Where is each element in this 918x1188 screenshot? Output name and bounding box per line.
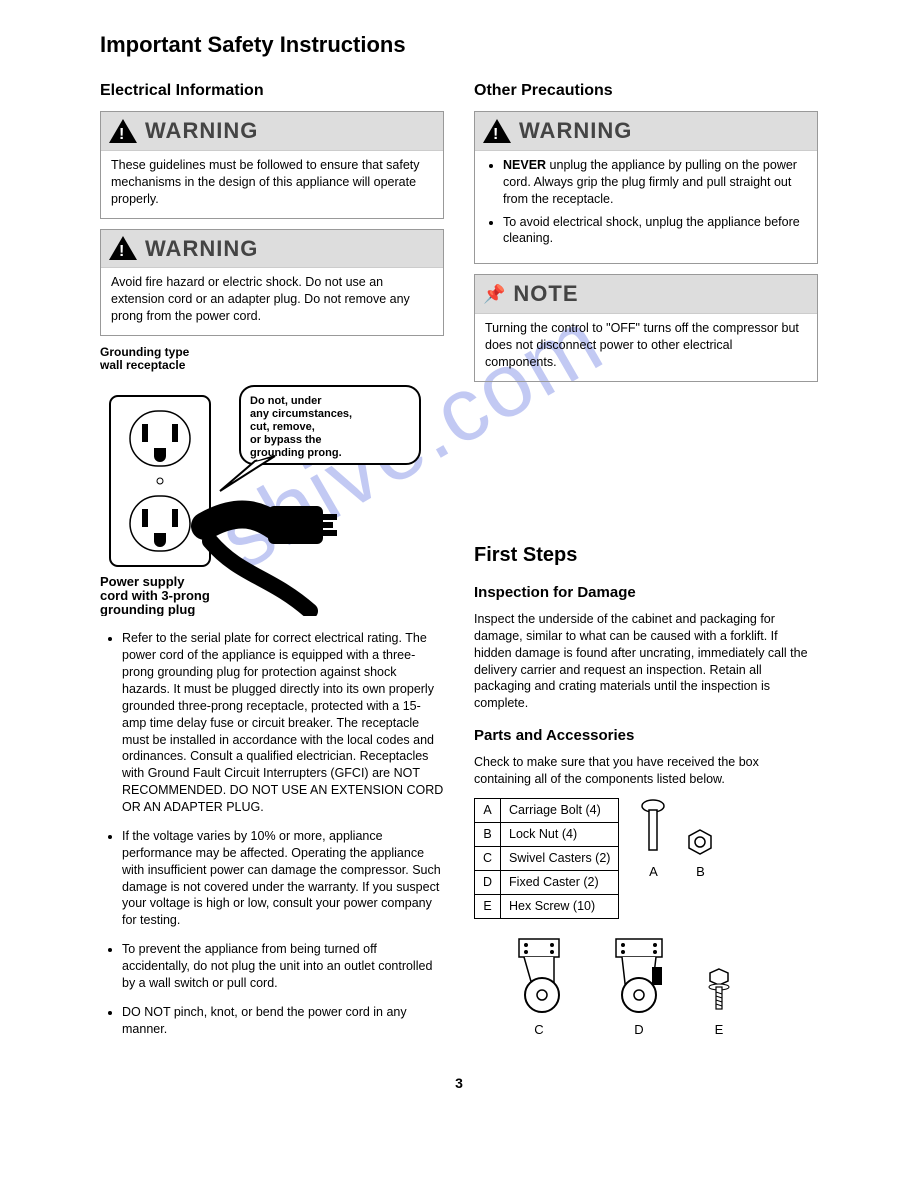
part-icon-c: C [504,937,574,1039]
note-body: Turning the control to "OFF" turns off t… [475,314,817,381]
warning-item: NEVER unplug the appliance by pulling on… [503,157,807,208]
warning-header-1: WARNING [101,112,443,151]
warning-title-3: WARNING [519,116,632,146]
first-steps-heading: First Steps [474,542,818,569]
hex-screw-icon [704,967,734,1017]
left-column: Electrical Information WARNING These gui… [100,80,444,1050]
warning-body-2: Avoid fire hazard or electric shock. Do … [101,268,443,335]
electrical-info-heading: Electrical Information [100,80,444,102]
diagram-label-top: Grounding type wall receptacle [100,346,444,372]
table-cell-desc: Carriage Bolt (4) [501,799,619,823]
part-icon-d: D [604,937,674,1039]
parts-table: ACarriage Bolt (4)BLock Nut (4)CSwivel C… [474,798,619,918]
part-icon-b: B [685,828,715,880]
part-label: D [604,1021,674,1039]
two-column-layout: Electrical Information WARNING These gui… [100,80,818,1050]
warning-triangle-icon [109,236,137,260]
outlet-plug-svg: Do not, under any circumstances, cut, re… [100,376,430,616]
table-cell-letter: C [475,846,501,870]
other-precautions-heading: Other Precautions [474,80,818,102]
note-header: 📌 NOTE [475,275,817,314]
table-cell-letter: B [475,823,501,847]
bullet-item: If the voltage varies by 10% or more, ap… [122,828,444,929]
table-cell-desc: Fixed Caster (2) [501,870,619,894]
warning-title-1: WARNING [145,116,258,146]
parts-icons-bottom: C D [474,937,818,1039]
inspection-body: Inspect the underside of the cabinet and… [474,611,818,712]
note-box: 📌 NOTE Turning the control to "OFF" turn… [474,274,818,381]
table-row: DFixed Caster (2) [475,870,619,894]
bullet-item: Refer to the serial plate for correct el… [122,630,444,816]
warning-box-1: WARNING These guidelines must be followe… [100,111,444,218]
grounding-diagram: Grounding type wall receptacle [100,346,444,616]
table-row: ACarriage Bolt (4) [475,799,619,823]
right-column: Other Precautions WARNING NEVER unplug t… [474,80,818,1050]
part-label: E [704,1021,734,1039]
pushpin-icon: 📌 [483,282,505,306]
parts-intro: Check to make sure that you have receive… [474,754,818,788]
part-label: C [504,1021,574,1039]
warning-body-3: NEVER unplug the appliance by pulling on… [475,151,817,263]
warning-item: To avoid electrical shock, unplug the ap… [503,214,807,248]
svg-text:Power supply cord wi: Power supply cord with 3-prong grounding… [100,574,213,616]
swivel-caster-icon [504,937,574,1017]
table-row: EHex Screw (10) [475,894,619,918]
part-label: B [685,863,715,881]
part-icon-a: A [639,798,667,880]
table-cell-letter: E [475,894,501,918]
lock-nut-icon [685,828,715,858]
fixed-caster-icon [604,937,674,1017]
table-cell-desc: Lock Nut (4) [501,823,619,847]
parts-table-body: ACarriage Bolt (4)BLock Nut (4)CSwivel C… [475,799,619,918]
table-cell-letter: D [475,870,501,894]
warning-header-2: WARNING [101,230,443,269]
bullet-item: To prevent the appliance from being turn… [122,941,444,992]
table-cell-desc: Hex Screw (10) [501,894,619,918]
warning-box-2: WARNING Avoid fire hazard or electric sh… [100,229,444,336]
bullet-item: DO NOT pinch, knot, or bend the power co… [122,1004,444,1038]
part-label: A [639,863,667,881]
warning-box-3: WARNING NEVER unplug the appliance by pu… [474,111,818,264]
warning-body-1: These guidelines must be followed to ens… [101,151,443,218]
table-cell-desc: Swivel Casters (2) [501,846,619,870]
warning-triangle-icon [483,119,511,143]
page-number: 3 [100,1074,818,1093]
parts-icons-top: A B [639,798,715,880]
warning-header-3: WARNING [475,112,817,151]
inspection-heading: Inspection for Damage [474,583,818,603]
parts-row: ACarriage Bolt (4)BLock Nut (4)CSwivel C… [474,798,818,918]
table-row: CSwivel Casters (2) [475,846,619,870]
carriage-bolt-icon [639,798,667,858]
note-title: NOTE [513,279,578,309]
page-title: Important Safety Instructions [100,30,818,60]
table-row: BLock Nut (4) [475,823,619,847]
part-icon-e: E [704,967,734,1039]
warning-triangle-icon [109,119,137,143]
parts-heading: Parts and Accessories [474,726,818,746]
warning-title-2: WARNING [145,234,258,264]
table-cell-letter: A [475,799,501,823]
electrical-bullets: Refer to the serial plate for correct el… [100,630,444,1037]
